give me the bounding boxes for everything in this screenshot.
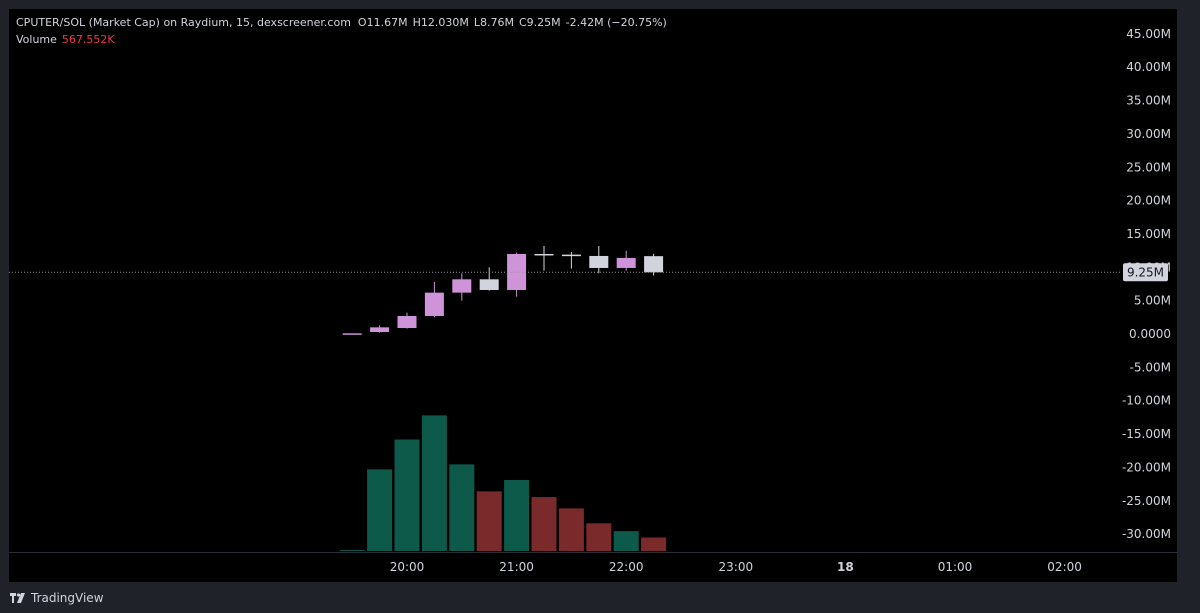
candle-body xyxy=(424,292,444,316)
x-axis-ticks: 20:00 21:00 22:00 23:00 18 01:00 02:00 xyxy=(390,560,1082,574)
open-label: O xyxy=(357,16,367,29)
chart-pane[interactable] xyxy=(9,9,1121,581)
high-label: H xyxy=(412,16,421,29)
candle-body xyxy=(370,327,390,332)
candle-body xyxy=(479,279,499,290)
volume-bar xyxy=(449,464,475,551)
y-tick-label: 45.00M xyxy=(1126,27,1171,41)
volume-bar xyxy=(394,439,420,551)
symbol-title: CPUTER/SOL (Market Cap) on Raydium, 15, … xyxy=(16,16,351,29)
x-tick-label: 22:00 xyxy=(609,560,644,574)
high-value: 12.030M xyxy=(420,16,469,29)
brand-name: TradingView xyxy=(31,591,104,605)
volume-bar xyxy=(504,480,530,551)
volume-bar xyxy=(367,469,393,551)
legend-ohlc-row: CPUTER/SOL (Market Cap) on Raydium, 15, … xyxy=(16,14,667,31)
tradingview-logo-icon xyxy=(10,593,25,603)
legend-volume-row: Volume 567.552K xyxy=(16,31,667,48)
x-tick-label: 18 xyxy=(837,560,854,574)
volume-value: 567.552K xyxy=(61,33,115,46)
candle-body xyxy=(644,256,664,273)
y-tick-label: -30.00M xyxy=(1122,527,1171,541)
volume-bar xyxy=(586,523,612,551)
y-tick-label: 15.00M xyxy=(1126,227,1171,241)
volume-bars xyxy=(339,415,667,551)
y-tick-label: 35.00M xyxy=(1126,94,1171,108)
volume-bar xyxy=(531,497,557,551)
footer[interactable]: TradingView xyxy=(10,588,104,608)
last-price-label: 9.25M xyxy=(1127,265,1164,279)
candle-body xyxy=(397,315,417,328)
time-axis[interactable] xyxy=(9,552,1177,582)
y-axis-ticks: 45.00M 40.00M 35.00M 30.00M 25.00M 20.00M 15.0… xyxy=(1122,27,1171,541)
volume-label: Volume xyxy=(16,33,57,46)
volume-bar xyxy=(641,537,667,551)
candle-body xyxy=(561,254,581,257)
y-tick-label: -20.00M xyxy=(1122,460,1171,474)
candles xyxy=(342,245,664,335)
candle-body xyxy=(589,255,609,268)
x-tick-label: 20:00 xyxy=(390,560,425,574)
candle-body xyxy=(616,257,636,268)
y-tick-label: 0.0000 xyxy=(1129,327,1171,341)
close-value: 9.25M xyxy=(526,16,561,29)
volume-bar xyxy=(558,508,584,551)
x-tick-label: 23:00 xyxy=(719,560,754,574)
candle-body xyxy=(534,253,554,256)
y-tick-label: -10.00M xyxy=(1122,394,1171,408)
chart-legend: CPUTER/SOL (Market Cap) on Raydium, 15, … xyxy=(16,14,667,48)
y-tick-label: 30.00M xyxy=(1126,127,1171,141)
last-price-badge xyxy=(1123,263,1168,282)
volume-bar xyxy=(476,491,502,551)
y-tick-label: 40.00M xyxy=(1126,60,1171,74)
x-tick-label: 21:00 xyxy=(499,560,534,574)
x-tick-label: 01:00 xyxy=(938,560,973,574)
y-tick-label: -15.00M xyxy=(1122,427,1171,441)
last-price: 9.25M xyxy=(9,263,1168,282)
x-tick-label: 02:00 xyxy=(1047,560,1082,574)
low-label: L xyxy=(473,16,480,29)
candle-body xyxy=(452,279,472,293)
change-value: -2.42M (−20.75%) xyxy=(565,16,667,29)
y-tick-label: -25.00M xyxy=(1122,494,1171,508)
low-value: 8.76M xyxy=(479,16,514,29)
price-axis[interactable] xyxy=(1121,9,1177,581)
y-tick-label: -5.00M xyxy=(1130,360,1171,374)
volume-bar xyxy=(613,531,639,551)
volume-bar xyxy=(339,550,365,551)
volume-bar xyxy=(421,415,447,551)
y-tick-label: 25.00M xyxy=(1126,160,1171,174)
candle-body xyxy=(342,333,362,335)
y-tick-label: 5.00M xyxy=(1134,294,1171,308)
close-label: C xyxy=(518,16,527,29)
open-value: 11.67M xyxy=(366,16,408,29)
y-tick-label: 20.00M xyxy=(1126,194,1171,208)
